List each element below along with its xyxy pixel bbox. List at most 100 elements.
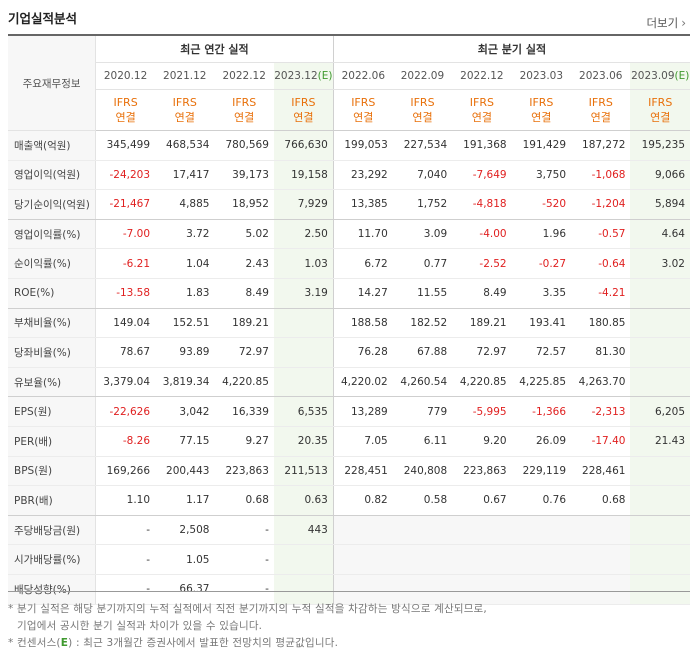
- table-cell: [511, 574, 572, 605]
- row-label: 당기순이익(억원): [8, 189, 97, 220]
- table-cell: 4,885: [155, 189, 215, 220]
- period-header: 2023.12(E): [273, 62, 334, 90]
- period-header: 2022.09: [392, 62, 453, 90]
- table-cell: 766,630: [273, 130, 334, 161]
- table-cell: 17,417: [155, 160, 215, 191]
- table-cell: 76.28: [332, 337, 393, 368]
- table-cell: 1,752: [392, 189, 453, 220]
- table-cell: 193.41: [511, 308, 572, 339]
- table-cell: 1.17: [155, 485, 215, 516]
- row-label: 부채비율(%): [8, 308, 97, 339]
- table-cell: [392, 574, 453, 605]
- table-cell: [392, 515, 453, 546]
- table-cell: 3,042: [155, 396, 215, 427]
- table-cell: -24,203: [95, 160, 156, 191]
- row-label: EPS(원): [8, 396, 97, 427]
- table-cell: 67.88: [392, 337, 453, 368]
- accounting-standard: IFRS 연결: [155, 89, 215, 131]
- table-cell: 3.72: [155, 219, 215, 250]
- table-cell: -2,313: [571, 396, 631, 427]
- table-cell: [511, 515, 572, 546]
- table-cell: [452, 515, 512, 546]
- estimate-mark: (E): [317, 70, 333, 82]
- table-cell: -4.21: [571, 278, 631, 309]
- row-label: 매출액(억원): [8, 130, 97, 161]
- table-cell: 4,220.02: [332, 367, 393, 398]
- table-cell: [332, 544, 393, 575]
- table-cell: -2.52: [452, 248, 512, 279]
- accounting-standard: IFRS 연결: [511, 89, 572, 131]
- period-header: 2023.06: [571, 62, 631, 90]
- table-cell: -: [95, 544, 156, 575]
- more-link[interactable]: 더보기 ›: [646, 15, 686, 31]
- footnote-2-suffix: ) : 최근 3개월간 증권사에서 발표한 전망치의 평균값입니다.: [68, 637, 339, 649]
- table-cell: -6.21: [95, 248, 156, 279]
- table-cell: -22,626: [95, 396, 156, 427]
- accounting-standard: IFRS 연결: [273, 89, 334, 131]
- footnote-1-cont: 기업에서 공시한 분기 실적과 차이가 있을 수 있습니다.: [17, 620, 263, 632]
- table-cell: 188.58: [332, 308, 393, 339]
- table-cell: 2.50: [273, 219, 334, 250]
- table-cell: 1.03: [273, 248, 334, 279]
- table-cell: 19,158: [273, 160, 334, 191]
- table-cell: [630, 574, 690, 605]
- table-cell: 3,379.04: [95, 367, 156, 398]
- accounting-standard: IFRS 연결: [452, 89, 512, 131]
- row-label: 영업이익(억원): [8, 160, 97, 191]
- table-cell: 169,266: [95, 456, 156, 487]
- period-header: 2022.12: [214, 62, 274, 90]
- table-cell: 7,929: [273, 189, 334, 220]
- row-label: 순이익률(%): [8, 248, 97, 279]
- table-cell: 72.97: [452, 337, 512, 368]
- table-cell: 21.43: [630, 426, 690, 457]
- table-cell: 195,235: [630, 130, 690, 161]
- table-cell: -: [95, 574, 156, 605]
- table-cell: 3,819.34: [155, 367, 215, 398]
- table-cell: 20.35: [273, 426, 334, 457]
- group-quarterly-header: 최근 분기 실적: [332, 34, 690, 63]
- table-cell: 5,894: [630, 189, 690, 220]
- table-cell: 39,173: [214, 160, 274, 191]
- table-row: 영업이익(억원) -24,203 17,417 39,173 19,158 23,292 7…: [8, 160, 690, 191]
- table-cell: [273, 574, 334, 605]
- row-label: PBR(배): [8, 485, 97, 516]
- table-cell: 0.82: [332, 485, 393, 516]
- group-annual-header: 최근 연간 실적: [95, 34, 334, 63]
- table-cell: -0.64: [571, 248, 631, 279]
- table-cell: 468,534: [155, 130, 215, 161]
- table-cell: [630, 485, 690, 516]
- footnote-2-prefix: * 컨센서스(: [8, 637, 61, 649]
- table-cell: 211,513: [273, 456, 334, 487]
- table-cell: -0.57: [571, 219, 631, 250]
- table-cell: 187,272: [571, 130, 631, 161]
- accounting-standard: IFRS 연결: [630, 89, 690, 131]
- accounting-standard: IFRS 연결: [392, 89, 453, 131]
- table-cell: -8.26: [95, 426, 156, 457]
- estimate-mark: E: [60, 637, 69, 649]
- table-cell: -17.40: [571, 426, 631, 457]
- table-cell: 4,225.85: [511, 367, 572, 398]
- table-cell: -: [214, 574, 274, 605]
- accounting-standard: IFRS 연결: [214, 89, 274, 131]
- period-header: 2020.12: [95, 62, 156, 90]
- table-cell: 7.05: [332, 426, 393, 457]
- table-cell: 223,863: [214, 456, 274, 487]
- table-cell: 229,119: [511, 456, 572, 487]
- table-cell: 4,263.70: [571, 367, 631, 398]
- table-cell: [630, 337, 690, 368]
- row-label: 배당성향(%): [8, 574, 97, 605]
- table-cell: -520: [511, 189, 572, 220]
- row-label: 당좌비율(%): [8, 337, 97, 368]
- table-cell: 81.30: [571, 337, 631, 368]
- row-label: 영업이익률(%): [8, 219, 97, 250]
- table-cell: 6,205: [630, 396, 690, 427]
- table-row: 매출액(억원) 345,499 468,534 780,569 766,630 199,0…: [8, 130, 690, 161]
- table-cell: 228,451: [332, 456, 393, 487]
- table-cell: 66.37: [155, 574, 215, 605]
- table-cell: 1.05: [155, 544, 215, 575]
- table-cell: [571, 515, 631, 546]
- table-cell: 152.51: [155, 308, 215, 339]
- table-cell: 180.85: [571, 308, 631, 339]
- table-cell: 0.77: [392, 248, 453, 279]
